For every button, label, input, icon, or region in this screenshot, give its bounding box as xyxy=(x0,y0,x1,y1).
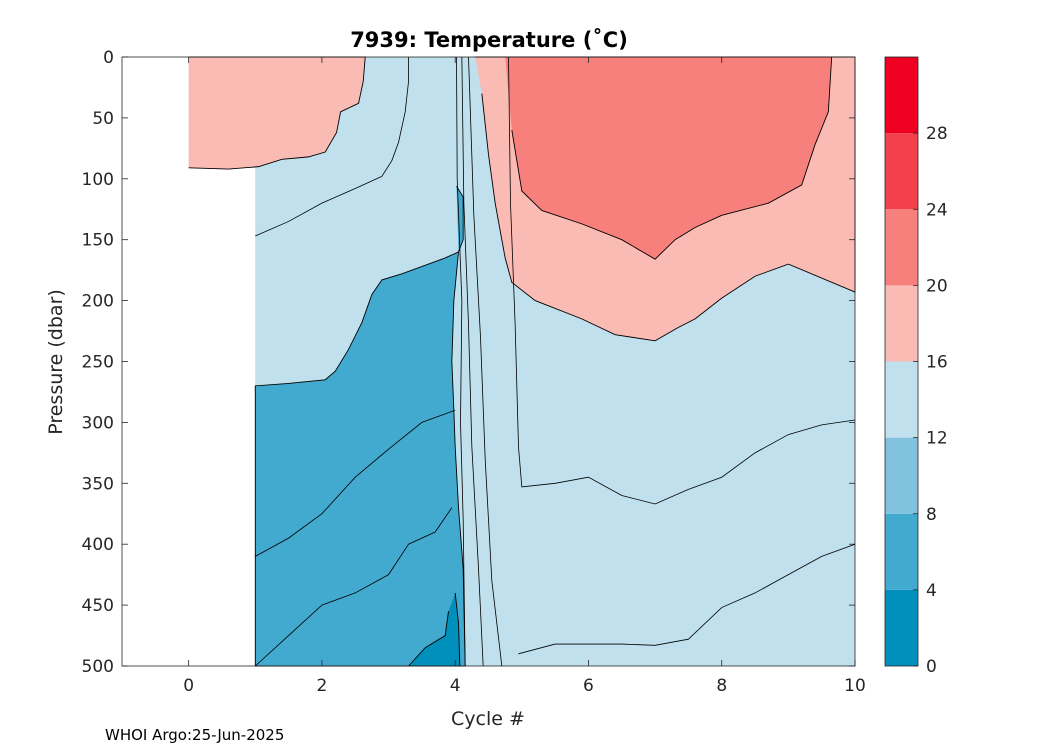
x-axis-ticks: 0 2 4 6 8 10 xyxy=(183,57,866,696)
colorbar-label-20: 20 xyxy=(926,276,948,296)
colorbar-swatch-20 xyxy=(885,209,918,286)
x-tick-label-0: 0 xyxy=(183,676,194,696)
colorbar-label-0: 0 xyxy=(926,657,937,677)
colorbar-swatch-8 xyxy=(885,437,918,514)
colorbar-label-28: 28 xyxy=(926,124,948,144)
colorbar-swatch-4 xyxy=(885,513,918,590)
x-tick-label-2: 2 xyxy=(316,676,327,696)
plot-area: 0 2 4 6 8 10 0 50 100 150 200 250 300 350 400 450 500 xyxy=(82,48,866,696)
y-axis-ticks: 0 50 100 150 200 250 300 350 400 450 500 xyxy=(82,48,855,677)
x-tick-label-6: 6 xyxy=(583,676,594,696)
x-tick-label-10: 10 xyxy=(844,676,866,696)
contour-line-extra-0 xyxy=(456,56,466,667)
y-tick-label-350: 350 xyxy=(82,474,114,494)
colorbar-label-4: 4 xyxy=(926,581,937,601)
colorbar-label-8: 8 xyxy=(926,505,937,525)
contour-line-16C-1 xyxy=(475,56,856,342)
x-axis-label: Cycle # xyxy=(451,708,525,730)
colorbar-label-16: 16 xyxy=(926,353,948,373)
contour-line-16C-0 xyxy=(188,56,366,170)
y-tick-label-400: 400 xyxy=(82,535,114,555)
y-tick-label-450: 450 xyxy=(82,596,114,616)
y-tick-label-500: 500 xyxy=(82,657,114,677)
y-tick-label-250: 250 xyxy=(82,353,114,373)
contour-line-extra-7 xyxy=(255,57,409,237)
contour-line-extra-6 xyxy=(255,507,453,667)
contour-line-extra-1 xyxy=(461,56,484,667)
contour-line-20C-2 xyxy=(505,56,833,260)
colorbar-swatch-12 xyxy=(885,361,918,438)
x-tick-label-8: 8 xyxy=(716,676,727,696)
x-tick-label-4: 4 xyxy=(450,676,461,696)
contour-fill-4C-0 xyxy=(408,592,460,666)
y-tick-label-0: 0 xyxy=(103,48,114,68)
contour-line-extra-2 xyxy=(468,56,503,667)
contour-fill-8C-0 xyxy=(255,186,466,666)
contour-line-extra-3 xyxy=(508,56,856,505)
footer-credit: WHOI Argo:25-Jun-2025 xyxy=(105,726,284,744)
contour-fill-16C-0 xyxy=(188,57,366,170)
y-tick-label-200: 200 xyxy=(82,292,114,312)
contour-fills xyxy=(188,57,856,666)
colorbar-label-24: 24 xyxy=(926,200,948,220)
colorbar-swatch-28 xyxy=(885,57,918,134)
y-tick-label-300: 300 xyxy=(82,413,114,433)
chart-title: 7939: Temperature (˚C) xyxy=(350,28,628,52)
contour-line-extra-4 xyxy=(518,543,856,655)
colorbar-swatch-16 xyxy=(885,285,918,362)
contour-lines xyxy=(188,56,856,667)
y-tick-label-50: 50 xyxy=(92,109,114,129)
colorbar-swatch-24 xyxy=(885,133,918,210)
colorbar-label-12: 12 xyxy=(926,429,948,449)
colorbar: 0 4 8 12 16 20 24 28 xyxy=(884,56,948,677)
contour-line-extra-5 xyxy=(255,409,456,557)
colorbar-swatch-0 xyxy=(885,589,918,666)
y-tick-label-150: 150 xyxy=(82,231,114,251)
contour-fill-20C-0 xyxy=(505,57,832,260)
y-tick-label-100: 100 xyxy=(82,170,114,190)
y-axis-label: Pressure (dbar) xyxy=(45,289,67,435)
contour-line-8C-3 xyxy=(254,185,466,667)
